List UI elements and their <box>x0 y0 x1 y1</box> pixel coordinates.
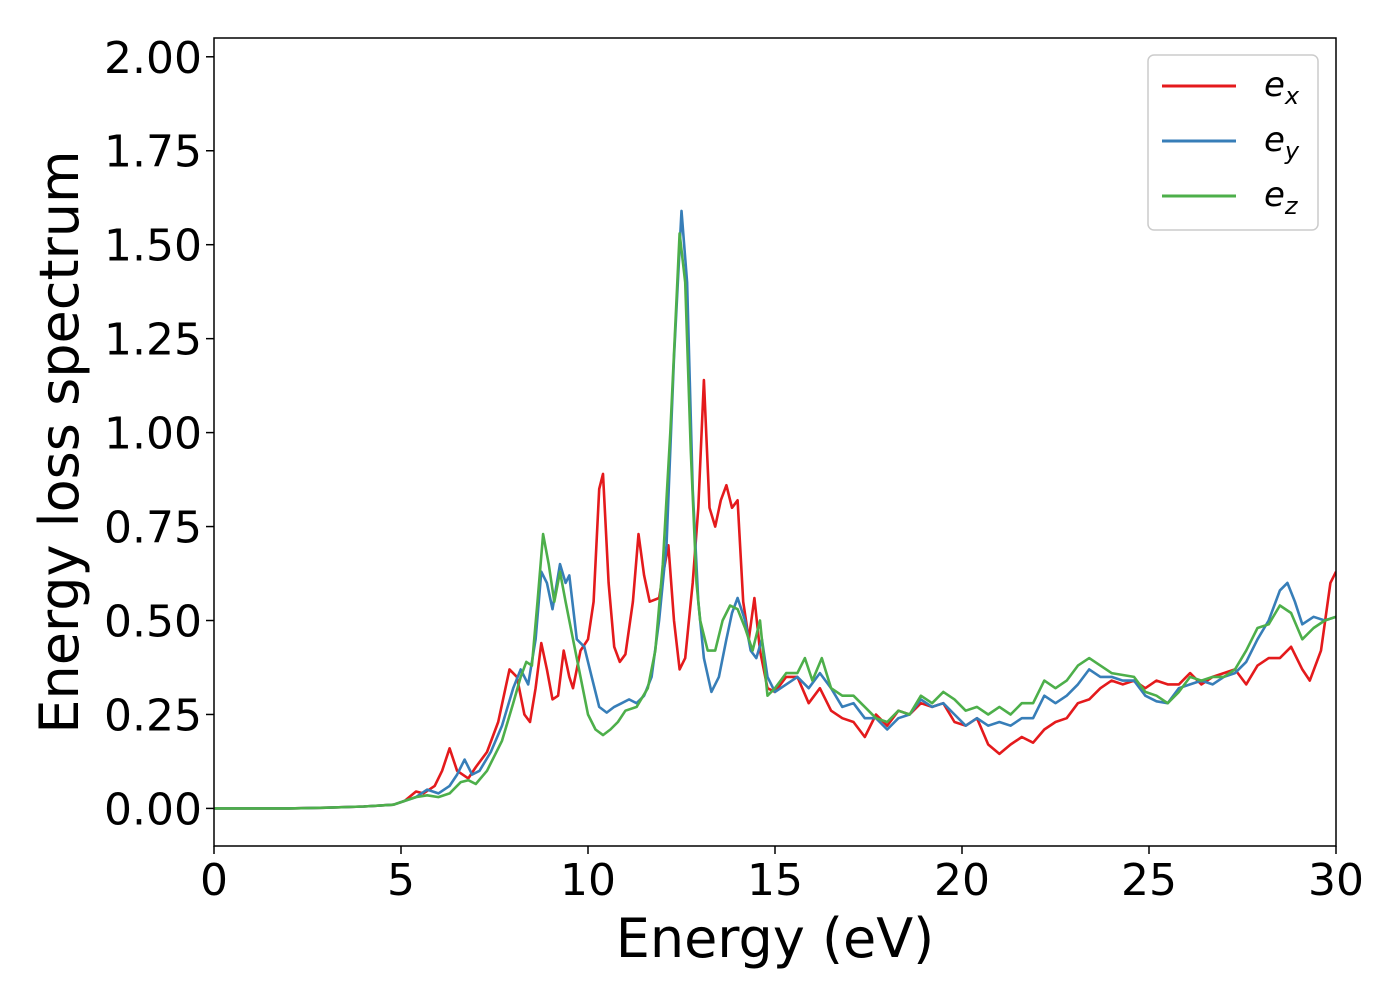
y-tick-label: 0.00 <box>104 784 202 835</box>
y-tick-label: 0.75 <box>104 503 202 554</box>
y-tick-label: 1.75 <box>104 127 202 178</box>
x-tick-label: 30 <box>1308 855 1364 906</box>
y-tick-label: 2.00 <box>104 33 202 84</box>
legend-label-z: ez <box>1264 175 1299 220</box>
y-tick-label: 1.00 <box>104 409 202 460</box>
series-layer <box>214 209 1336 810</box>
y-axis-ticks: 0.00 0.25 0.50 0.75 1.00 1.25 1.50 1.75 2.00 <box>104 33 214 835</box>
legend: ex ey ez <box>1147 54 1319 231</box>
legend-label-x: ex <box>1264 65 1300 110</box>
y-tick-label: 1.50 <box>104 221 202 272</box>
x-tick-label: 0 <box>200 855 228 906</box>
y-tick-label: 1.25 <box>104 315 202 366</box>
series-line-x <box>214 378 1336 810</box>
series-line-z <box>214 232 1336 810</box>
legend-label-y: ey <box>1264 120 1300 165</box>
y-tick-label: 0.50 <box>104 597 202 648</box>
x-axis-title: Energy (eV) <box>616 907 935 970</box>
x-axis-ticks: 0 5 10 15 20 25 30 <box>200 846 1364 906</box>
x-tick-label: 20 <box>934 855 990 906</box>
y-axis-title: Energy loss spectrum <box>28 150 91 733</box>
x-tick-label: 10 <box>560 855 616 906</box>
x-tick-label: 15 <box>747 855 803 906</box>
series-line-y <box>214 209 1336 810</box>
x-tick-label: 5 <box>387 855 415 906</box>
y-tick-label: 0.25 <box>104 690 202 741</box>
x-tick-label: 25 <box>1121 855 1177 906</box>
